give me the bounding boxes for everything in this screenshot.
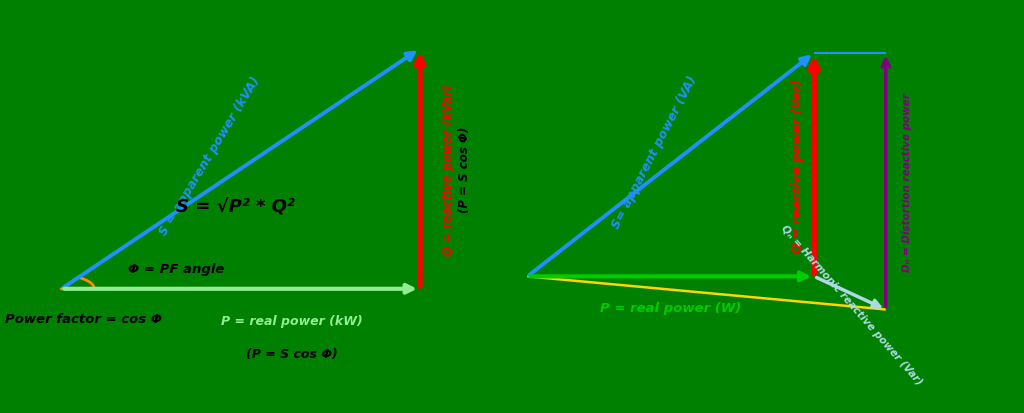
Text: S = apparent power (kVA): S = apparent power (kVA) <box>157 74 262 237</box>
Text: Qₙ = Harmonic reactive power (Var): Qₙ = Harmonic reactive power (Var) <box>779 223 924 387</box>
Text: Power factor = cos Φ: Power factor = cos Φ <box>5 312 162 325</box>
Text: P = real power (kW): P = real power (kW) <box>221 314 362 327</box>
Text: S= apparent power (VA): S= apparent power (VA) <box>609 74 699 230</box>
Text: Dₙ = Distortion reactive power: Dₙ = Distortion reactive power <box>902 93 912 271</box>
Text: S = √P² * Q²: S = √P² * Q² <box>176 197 295 216</box>
Text: Φ = PF angle: Φ = PF angle <box>128 263 224 275</box>
Text: (P = S cos Φ): (P = S cos Φ) <box>458 126 471 212</box>
Text: Q = reactive power (Var): Q = reactive power (Var) <box>791 78 804 252</box>
Text: Q = reactive power (kVar): Q = reactive power (kVar) <box>442 83 456 255</box>
Text: P = real power (W): P = real power (W) <box>600 301 741 314</box>
Text: (P = S cos Φ): (P = S cos Φ) <box>246 347 338 360</box>
